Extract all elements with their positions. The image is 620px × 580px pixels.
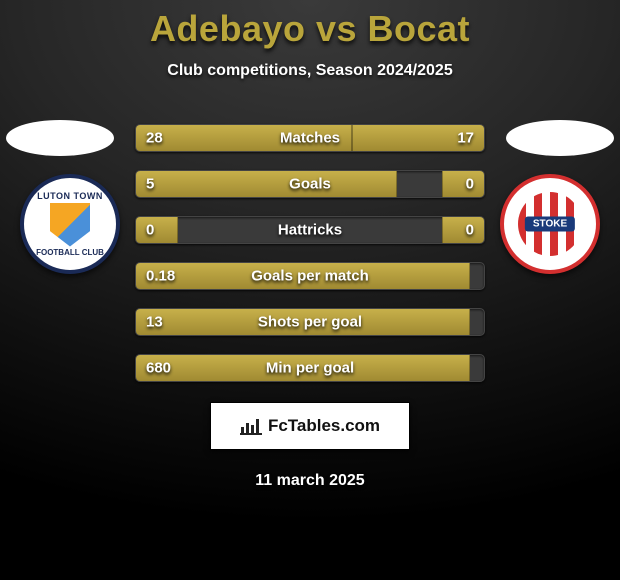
chart-icon: [240, 417, 262, 435]
club-right-band: STOKE: [525, 217, 575, 232]
metric-label: Goals: [289, 176, 331, 193]
metric-label: Shots per goal: [258, 314, 362, 331]
metric-value-left: 5: [146, 176, 154, 193]
bar-fill-left: [136, 217, 178, 243]
metric-row: 680 Min per goal: [135, 354, 485, 382]
club-badge-left: LUTON TOWN FOOTBALL CLUB: [20, 174, 120, 274]
footer-date: 11 march 2025: [0, 472, 620, 490]
metric-value-right: 17: [457, 130, 474, 147]
metric-label: Hattricks: [278, 222, 342, 239]
metric-value-right: 0: [466, 222, 474, 239]
metric-label: Min per goal: [266, 360, 354, 377]
bar-fill-left: [136, 171, 397, 197]
brand-badge: FcTables.com: [210, 402, 410, 450]
metric-row: 5 Goals 0: [135, 170, 485, 198]
metric-row: 0 Hattricks 0: [135, 216, 485, 244]
metric-row: 13 Shots per goal: [135, 308, 485, 336]
metric-value-left: 13: [146, 314, 163, 331]
bar-fill-right: [442, 217, 484, 243]
club-badge-right-inner: STOKE: [510, 184, 590, 264]
metric-row: 28 Matches 17: [135, 124, 485, 152]
metric-label: Matches: [280, 130, 340, 147]
flag-left-icon: [6, 120, 114, 156]
metric-row: 0.18 Goals per match: [135, 262, 485, 290]
metric-value-left: 680: [146, 360, 171, 377]
metric-bars: 28 Matches 17 5 Goals 0 0 Hattricks 0 0.18 Goals p…: [135, 124, 485, 382]
comparison-area: LUTON TOWN FOOTBALL CLUB STOKE 28 Matches…: [0, 124, 620, 382]
flag-right-icon: [506, 120, 614, 156]
club-badge-left-inner: LUTON TOWN FOOTBALL CLUB: [36, 192, 104, 257]
brand-text: FcTables.com: [268, 416, 380, 436]
club-badge-right: STOKE: [500, 174, 600, 274]
metric-value-left: 0: [146, 222, 154, 239]
page-subtitle: Club competitions, Season 2024/2025: [0, 62, 620, 80]
bar-fill-right: [442, 171, 484, 197]
metric-label: Goals per match: [251, 268, 369, 285]
metric-value-left: 0.18: [146, 268, 175, 285]
page-title: Adebayo vs Bocat: [0, 0, 620, 50]
shield-icon: [50, 203, 90, 247]
metric-value-left: 28: [146, 130, 163, 147]
metric-value-right: 0: [466, 176, 474, 193]
